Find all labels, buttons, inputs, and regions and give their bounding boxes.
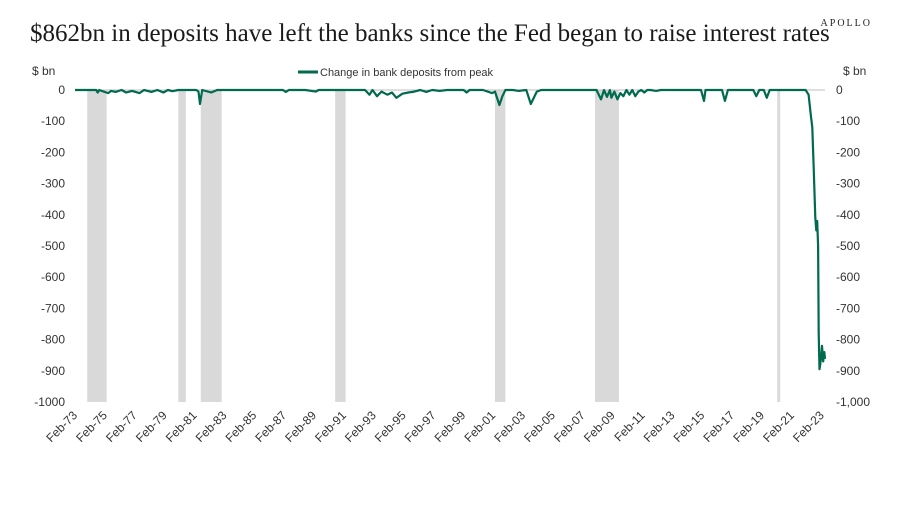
y-tick-right: -800 <box>836 333 860 347</box>
chart-legend: Change in bank deposits from peak <box>298 67 494 79</box>
x-tick-label: Feb-81 <box>163 408 200 445</box>
x-tick-label: Feb-17 <box>700 408 737 445</box>
x-tick-label: Feb-03 <box>491 408 528 445</box>
page-title: $862bn in deposits have left the banks s… <box>30 20 830 47</box>
y-axis-right: 0 -100 -200 -300 -400 -500 -600 -700 -800 -900 -1,… <box>836 83 870 409</box>
x-tick-label: Feb-97 <box>402 408 439 445</box>
x-tick-label: Feb-23 <box>790 408 827 445</box>
x-tick-label: Feb-21 <box>760 408 797 445</box>
x-tick-label: Feb-83 <box>193 408 230 445</box>
y-tick-right: -100 <box>836 114 860 128</box>
y-tick-left: -800 <box>41 333 65 347</box>
legend-label: Change in bank deposits from peak <box>320 67 494 79</box>
y-tick-left: -200 <box>41 145 65 159</box>
series-layer <box>75 88 827 371</box>
x-tick-label: Feb-93 <box>342 408 379 445</box>
recession-band-4 <box>494 90 506 402</box>
x-tick-label: Feb-15 <box>671 408 708 445</box>
x-tick-label: Feb-73 <box>43 408 80 445</box>
x-tick-label: Feb-77 <box>103 408 140 445</box>
x-tick-label: Feb-91 <box>312 408 349 445</box>
y-tick-right: -700 <box>836 301 860 315</box>
recession-band-3 <box>335 90 346 402</box>
y-tick-right: -1,000 <box>836 395 870 409</box>
x-tick-label: Feb-79 <box>133 408 170 445</box>
x-tick-label: Feb-11 <box>611 408 647 444</box>
x-tick-label: Feb-09 <box>581 408 618 445</box>
y-tick-right: -600 <box>836 270 860 284</box>
x-tick-label: Feb-75 <box>73 408 110 445</box>
x-tick-label: Feb-13 <box>641 408 678 445</box>
recession-shading-layer <box>87 90 781 402</box>
y-tick-right: 0 <box>836 83 843 97</box>
y-tick-left: -700 <box>41 301 65 315</box>
y-tick-right: -400 <box>836 208 860 222</box>
recession-band-2 <box>200 90 222 402</box>
x-tick-label: Feb-19 <box>730 408 767 445</box>
apollo-logo: APOLLO <box>820 18 872 29</box>
recession-band-5 <box>595 90 619 402</box>
x-tick-label: Feb-05 <box>521 408 558 445</box>
x-tick-label: Feb-01 <box>461 408 498 445</box>
x-tick-label: Feb-85 <box>223 408 260 445</box>
y-axis-label-right: $ bn <box>843 64 866 78</box>
y-axis-left: 0 -100 -200 -300 -400 -500 -600 -700 -800 -900 -10… <box>34 83 65 409</box>
x-tick-label: Feb-89 <box>282 408 319 445</box>
y-tick-left: -600 <box>41 270 65 284</box>
x-tick-label: Feb-95 <box>372 408 409 445</box>
y-tick-left: -100 <box>41 114 65 128</box>
y-tick-right: -200 <box>836 145 860 159</box>
x-axis: Feb-73Feb-75Feb-77Feb-79Feb-81Feb-83Feb-… <box>43 408 827 445</box>
y-tick-left: 0 <box>58 83 65 97</box>
y-tick-right: -900 <box>836 364 860 378</box>
y-axis-label-left: $ bn <box>32 64 55 78</box>
y-tick-left: -300 <box>41 177 65 191</box>
x-tick-label: Feb-99 <box>432 408 469 445</box>
y-tick-right: -300 <box>836 177 860 191</box>
recession-band-1 <box>178 90 186 402</box>
y-tick-right: -500 <box>836 239 860 253</box>
x-tick-label: Feb-87 <box>252 408 289 445</box>
y-tick-left: -400 <box>41 208 65 222</box>
y-tick-left: -500 <box>41 239 65 253</box>
y-tick-left: -900 <box>41 364 65 378</box>
recession-band-6 <box>777 90 781 402</box>
recession-band-0 <box>87 90 107 402</box>
x-tick-label: Feb-07 <box>551 408 588 445</box>
y-tick-left: -1000 <box>34 395 65 409</box>
series-line-0 <box>75 88 827 371</box>
